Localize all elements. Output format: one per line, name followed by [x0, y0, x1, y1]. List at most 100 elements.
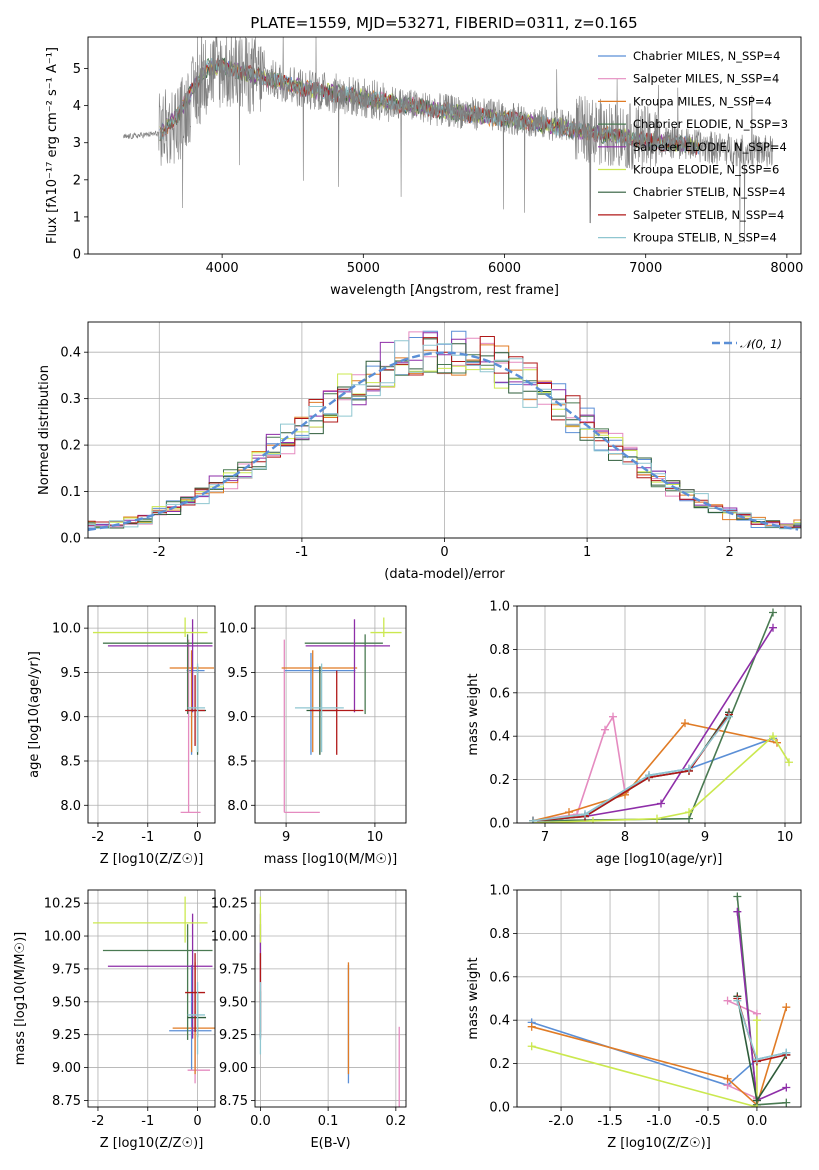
- series-kroupa-stelib: [733, 996, 791, 1064]
- y-tick-label: 0.6: [489, 686, 510, 701]
- y-tick-label: 10.0: [52, 622, 81, 637]
- legend-label: Chabrier MILES, N_SSP=4: [633, 49, 780, 63]
- x-tick-label: -2: [91, 830, 104, 845]
- plot-area: [281, 617, 402, 814]
- axes-frame: [87, 36, 802, 255]
- legend-label: Salpeter ELODIE, N_SSP=4: [633, 140, 787, 154]
- series-salpeter-stelib: [733, 994, 791, 1066]
- plot-area: [92, 617, 215, 814]
- data-point: [645, 771, 653, 780]
- data-point: [733, 996, 742, 1005]
- y-tick-label: 8.5: [227, 755, 248, 770]
- axes-frame: [87, 321, 802, 539]
- data-point: [769, 608, 777, 617]
- y-tick-label: 9.5: [60, 666, 81, 681]
- panel-residuals: -2 -1 0 1 2 0.0 0.1 0.2 0.3 0.4 (data-model)/error…: [37, 321, 802, 582]
- data-point: [733, 907, 742, 916]
- x-tick-label: 9: [701, 830, 709, 845]
- axes-frame: [87, 605, 216, 824]
- errorbar-kroupa-elodie: [92, 617, 208, 637]
- series-chabrier-stelib: [529, 708, 733, 823]
- plot-area: [259, 896, 400, 1107]
- errorbar-kroupa-miles: [172, 962, 215, 1075]
- y-tick-label: 3: [73, 136, 81, 151]
- y-tick-label: 2: [73, 173, 81, 188]
- plot-area: [88, 330, 801, 532]
- y-axis-label: mass weight: [466, 957, 481, 1039]
- y-tick-label: 0.8: [489, 927, 510, 942]
- series-line: [532, 722, 778, 822]
- data-point: [782, 1083, 791, 1092]
- panel-age_vs_Z: -2 -1 0 8.0 8.5 9.0 9.5 10.0 Z [log10(Z/Z☉)] age …: [27, 605, 216, 867]
- x-tick-label: 7000: [629, 261, 662, 276]
- x-tick-label: 0.2: [385, 1114, 406, 1129]
- series-chabrier-elodie: [733, 892, 791, 1107]
- y-tick-label: 10.00: [44, 930, 81, 945]
- errorbar-kroupa-stelib: [187, 982, 206, 1055]
- x-axis-label: Z [log10(Z/Z☉)]: [100, 1136, 204, 1151]
- y-tick-label: 1.0: [489, 600, 510, 615]
- errorbar-chabrier-elodie: [102, 924, 213, 1040]
- data-point: [565, 808, 573, 817]
- y-tick-label: 8.0: [227, 799, 248, 814]
- data-point: [589, 816, 597, 823]
- series-line: [532, 612, 774, 822]
- data-point: [527, 1022, 536, 1031]
- y-tick-label: 0.8: [489, 643, 510, 658]
- axes-frame: [87, 889, 216, 1108]
- legend-label: 𝒩(0, 1): [740, 337, 782, 351]
- plot-area: [529, 608, 793, 823]
- y-tick-label: 0.1: [60, 485, 81, 500]
- series-salpeter-elodie: [529, 623, 777, 823]
- y-axis-label: mass [log10(M/M☉)]: [13, 932, 28, 1065]
- x-tick-label: 8: [621, 830, 629, 845]
- y-tick-label: 1: [73, 210, 81, 225]
- y-tick-label: 9.75: [52, 962, 81, 977]
- x-tick-label: -1: [141, 830, 154, 845]
- data-point: [609, 712, 617, 721]
- series-line: [532, 716, 730, 822]
- y-tick-label: 10.25: [44, 897, 81, 912]
- legend-label: Salpeter MILES, N_SSP=4: [633, 72, 779, 86]
- panel-age_vs_mass: 9 10 8.0 8.5 9.0 9.5 10.0 mass [log10(M/M☉)]: [219, 605, 407, 867]
- x-tick-label: 0: [193, 1114, 201, 1129]
- panel-massweight_vs_age: 7 8 9 10 0.0 0.2 0.4 0.6 0.8 1.0 age [log10(age/yr…: [466, 600, 802, 867]
- x-axis-label: wavelength [Angstrom, rest frame]: [330, 283, 559, 298]
- errorbar-kroupa-elodie: [92, 896, 208, 943]
- data-point: [527, 1042, 536, 1051]
- axes-frame: [516, 605, 802, 824]
- x-tick-label: -2: [153, 545, 166, 560]
- figure-title: PLATE=1559, MJD=53271, FIBERID=0311, z=0…: [250, 14, 637, 32]
- data-point: [529, 816, 537, 823]
- histogram-salpeter-stelib: [88, 336, 801, 529]
- y-tick-label: 9.25: [52, 1028, 81, 1043]
- x-tick-label: -2: [91, 1114, 104, 1129]
- normal-curve: [88, 351, 799, 532]
- observed-spectrum: [123, 37, 774, 243]
- x-tick-label: 0.0: [250, 1114, 271, 1129]
- panel-spectrum: 4000 5000 6000 7000 8000 0 1 2 3 4 5 wavelength [An…: [45, 36, 803, 298]
- data-point: [581, 810, 589, 819]
- data-point: [723, 1074, 732, 1083]
- series-line: [736, 896, 787, 1106]
- x-tick-label: 0: [193, 830, 201, 845]
- errorbar-salpeter-elodie: [107, 619, 213, 713]
- data-point: [769, 732, 777, 741]
- x-tick-label: 0.0: [747, 1114, 768, 1129]
- series-line: [532, 711, 730, 822]
- x-tick-label: 1: [583, 545, 591, 560]
- data-point: [752, 1055, 761, 1064]
- y-tick-label: 8.75: [52, 1094, 81, 1109]
- y-tick-label: 5: [73, 62, 81, 77]
- x-tick-label: 5000: [347, 261, 380, 276]
- data-point: [733, 892, 742, 901]
- y-tick-label: 0.4: [489, 730, 510, 745]
- data-point: [752, 1016, 761, 1025]
- y-tick-label: 0.2: [489, 1057, 510, 1072]
- errorbar-salpeter-stelib: [185, 953, 206, 1033]
- y-tick-label: 0.0: [60, 532, 81, 547]
- y-tick-label: 9.5: [227, 666, 248, 681]
- y-tick-label: 10.0: [219, 622, 248, 637]
- data-point: [653, 814, 661, 823]
